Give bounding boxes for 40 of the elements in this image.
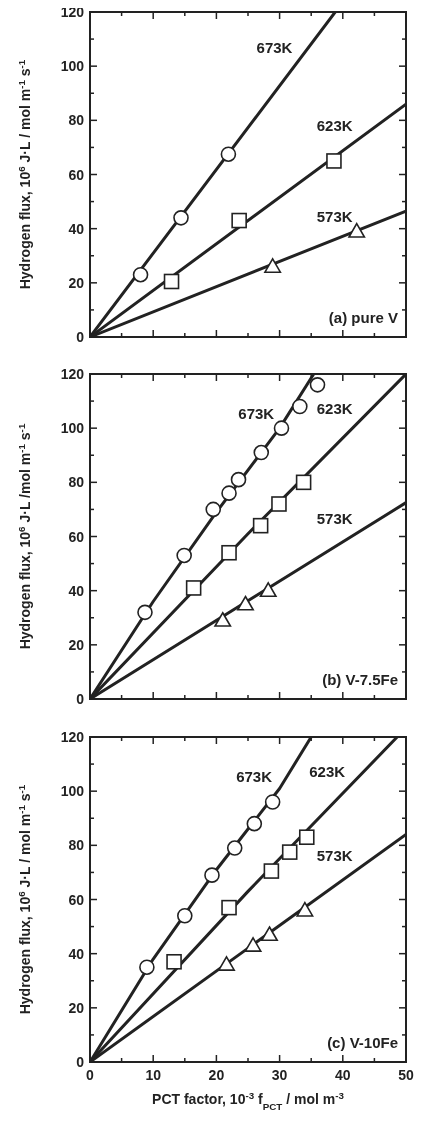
y-tick-label: 100 [60,783,85,800]
y-tick-label: 20 [68,999,85,1016]
y-tick-label: 120 [60,366,85,382]
y-tick-label: 0 [76,329,85,345]
x-tick-label: 0 [86,1067,95,1083]
y-tick-label: 100 [60,420,85,437]
series-label: 573K [316,846,353,864]
text: (a) pure V [328,309,398,326]
y-tick-label: 40 [68,945,85,962]
series-label: 673K [256,38,293,56]
y-tick-label: 0 [76,1054,85,1070]
series-label: 673K [238,405,275,423]
series-label: 673K [236,768,273,786]
y-tick-label: 40 [68,220,85,237]
y-tick-label: 120 [60,4,85,20]
series-label: 623K [316,117,353,135]
y-tick-label: 120 [60,729,85,745]
series-label: 623K [309,762,346,780]
y-tick-label: 60 [68,891,85,908]
text: (c) V-10Fe [327,1034,398,1051]
x-axis-title: PCT factor, 10$^{-3}$ f$_{PCT}$ / mol m$^{-3}$ [152,1089,345,1112]
y-tick-label: 80 [68,112,85,129]
x-tick-label: 30 [271,1067,288,1083]
y-tick-label: 20 [68,274,85,291]
y-tick-label: 0 [76,691,85,707]
y-tick-label: 60 [68,528,85,545]
series-label: 573K [316,510,353,528]
x-tick-label: 20 [208,1067,225,1083]
y-tick-label: 40 [68,582,85,599]
series-label: 623K [316,399,353,417]
y-tick-label: 60 [68,166,85,183]
y-tick-label: 20 [68,636,85,653]
y-tick-label: 80 [68,837,85,854]
series-label: 573K [316,207,353,225]
text: (b) V-7.5Fe [322,671,398,688]
x-tick-label: 10 [145,1067,162,1083]
x-tick-label: 40 [335,1067,351,1083]
y-tick-label: 80 [68,474,85,491]
x-tick-label: 50 [398,1067,414,1083]
y-tick-label: 100 [60,58,85,75]
